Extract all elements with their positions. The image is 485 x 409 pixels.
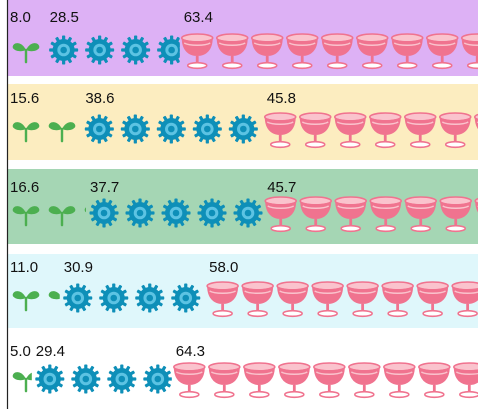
data-label: 64.3 [176, 343, 205, 360]
chart-row: 5.0 29.4 64.3 [8, 339, 478, 409]
data-label: 58.0 [209, 259, 238, 276]
chart-row: 8.0 28.5 63.4 [8, 0, 478, 76]
bar-segment [173, 362, 478, 399]
data-label: 28.5 [50, 9, 79, 26]
data-label: 15.6 [10, 90, 39, 107]
data-label: 37.7 [90, 179, 119, 196]
data-label: 38.6 [85, 90, 114, 107]
data-label: 45.7 [267, 179, 296, 196]
data-label: 8.0 [10, 9, 31, 26]
data-label: 5.0 [10, 343, 31, 360]
data-label: 11.0 [10, 259, 38, 276]
data-label: 30.9 [64, 259, 93, 276]
bar-segment [180, 33, 478, 70]
chart-row: 16.6 37.7 45.7 [8, 169, 478, 244]
data-label: 63.4 [184, 9, 213, 26]
data-label: 16.6 [10, 179, 39, 196]
chart-row: 15.6 38.6 45.8 [8, 84, 478, 160]
data-label: 45.8 [267, 90, 296, 107]
data-label: 29.4 [36, 343, 65, 360]
chart-row: 11.0 30.9 58.0 [8, 254, 478, 328]
